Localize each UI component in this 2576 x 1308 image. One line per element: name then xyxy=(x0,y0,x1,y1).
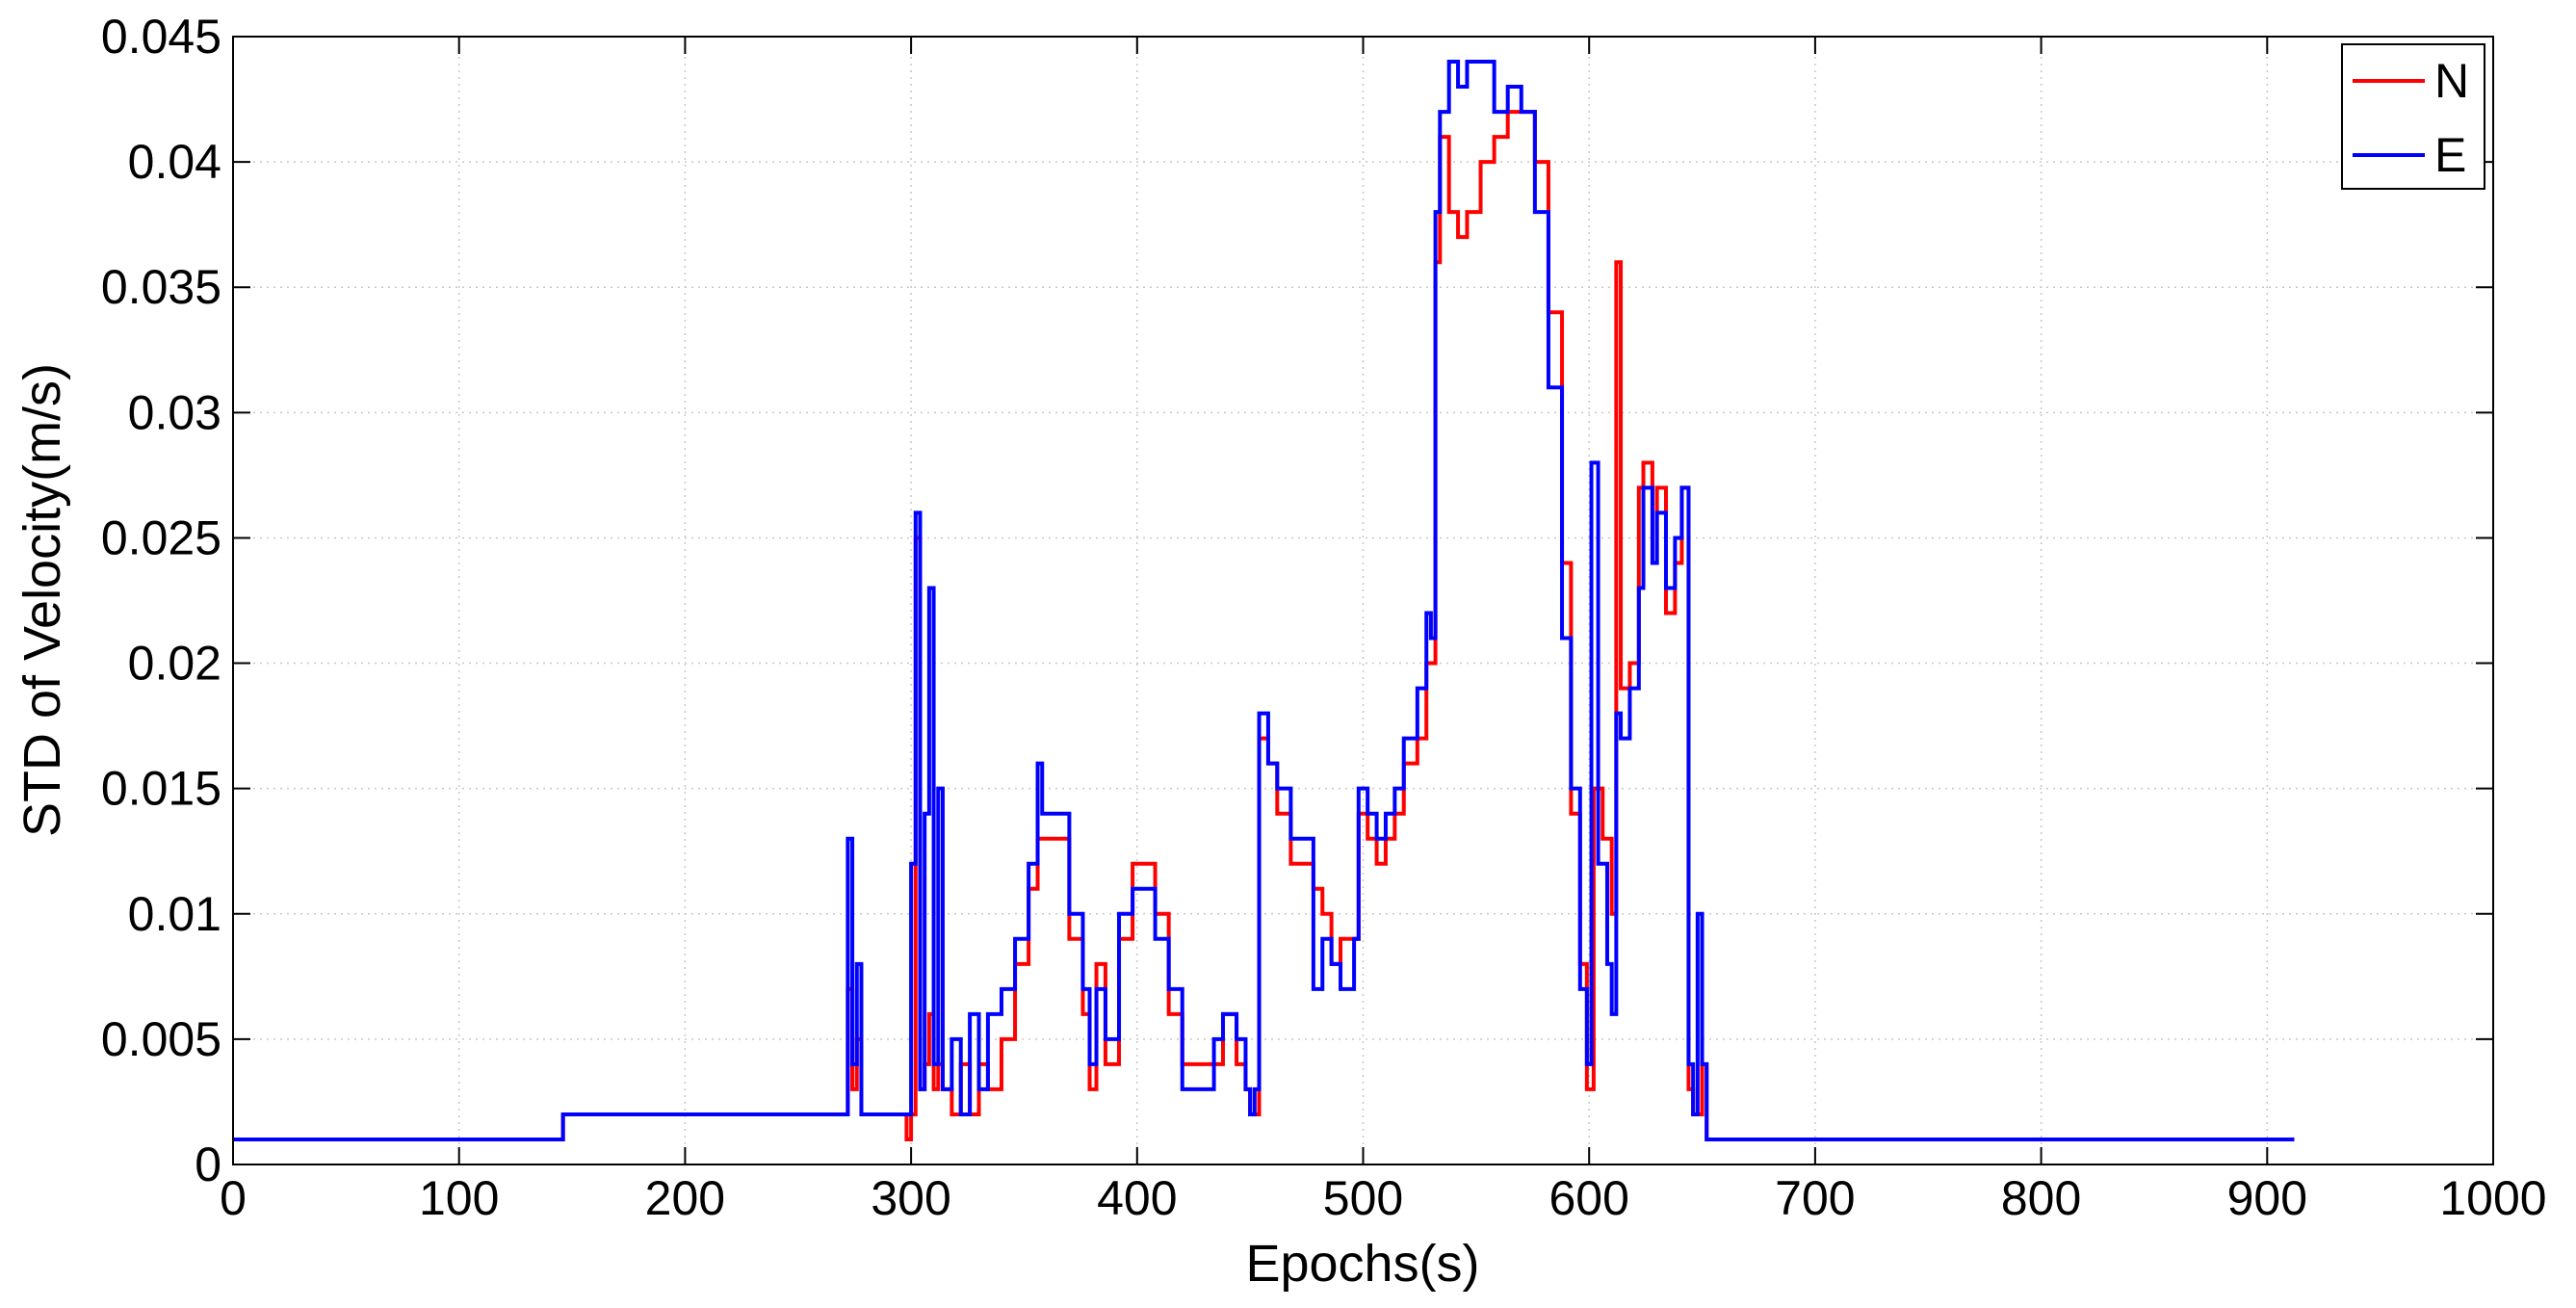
x-tick-label: 200 xyxy=(645,1171,725,1225)
series-layer xyxy=(233,60,2295,1141)
y-tick-label: 0 xyxy=(195,1138,221,1191)
x-tick-label: 800 xyxy=(2001,1171,2081,1225)
y-tick-label: 0.045 xyxy=(101,10,221,64)
x-tick-label: 600 xyxy=(1548,1171,1628,1225)
legend-label-e: E xyxy=(2434,128,2466,182)
legend: N E xyxy=(2341,43,2485,190)
series-line-e xyxy=(233,60,2295,1141)
y-tick-label: 0.04 xyxy=(128,135,221,189)
x-tick-label: 900 xyxy=(2227,1171,2307,1225)
x-tick-label: 100 xyxy=(419,1171,499,1225)
x-tick-label: 1000 xyxy=(2439,1171,2546,1225)
y-tick-label: 0.025 xyxy=(101,510,221,564)
x-tick-label: 400 xyxy=(1097,1171,1177,1225)
axis-ticks: 0 100 200 300 400 500 600 700 800 900 1000 0 0.005 0.… xyxy=(101,10,2547,1225)
y-axis-label: STD of Velocity(m/s) xyxy=(13,363,71,837)
y-tick-label: 0.015 xyxy=(101,762,221,816)
y-tick-label: 0.035 xyxy=(101,260,221,314)
y-tick-label: 0.02 xyxy=(128,637,221,691)
plot-background xyxy=(233,37,2493,1164)
x-tick-label: 300 xyxy=(871,1171,950,1225)
legend-label-n: N xyxy=(2434,54,2469,108)
x-tick-label: 0 xyxy=(220,1171,247,1225)
x-tick-label: 700 xyxy=(1775,1171,1855,1225)
x-tick-label: 500 xyxy=(1323,1171,1403,1225)
legend-box xyxy=(2341,43,2485,190)
y-tick-label: 0.005 xyxy=(101,1012,221,1066)
y-tick-label: 0.01 xyxy=(128,887,221,941)
y-tick-label: 0.03 xyxy=(128,385,221,439)
x-axis-label: Epochs(s) xyxy=(1245,1235,1479,1293)
